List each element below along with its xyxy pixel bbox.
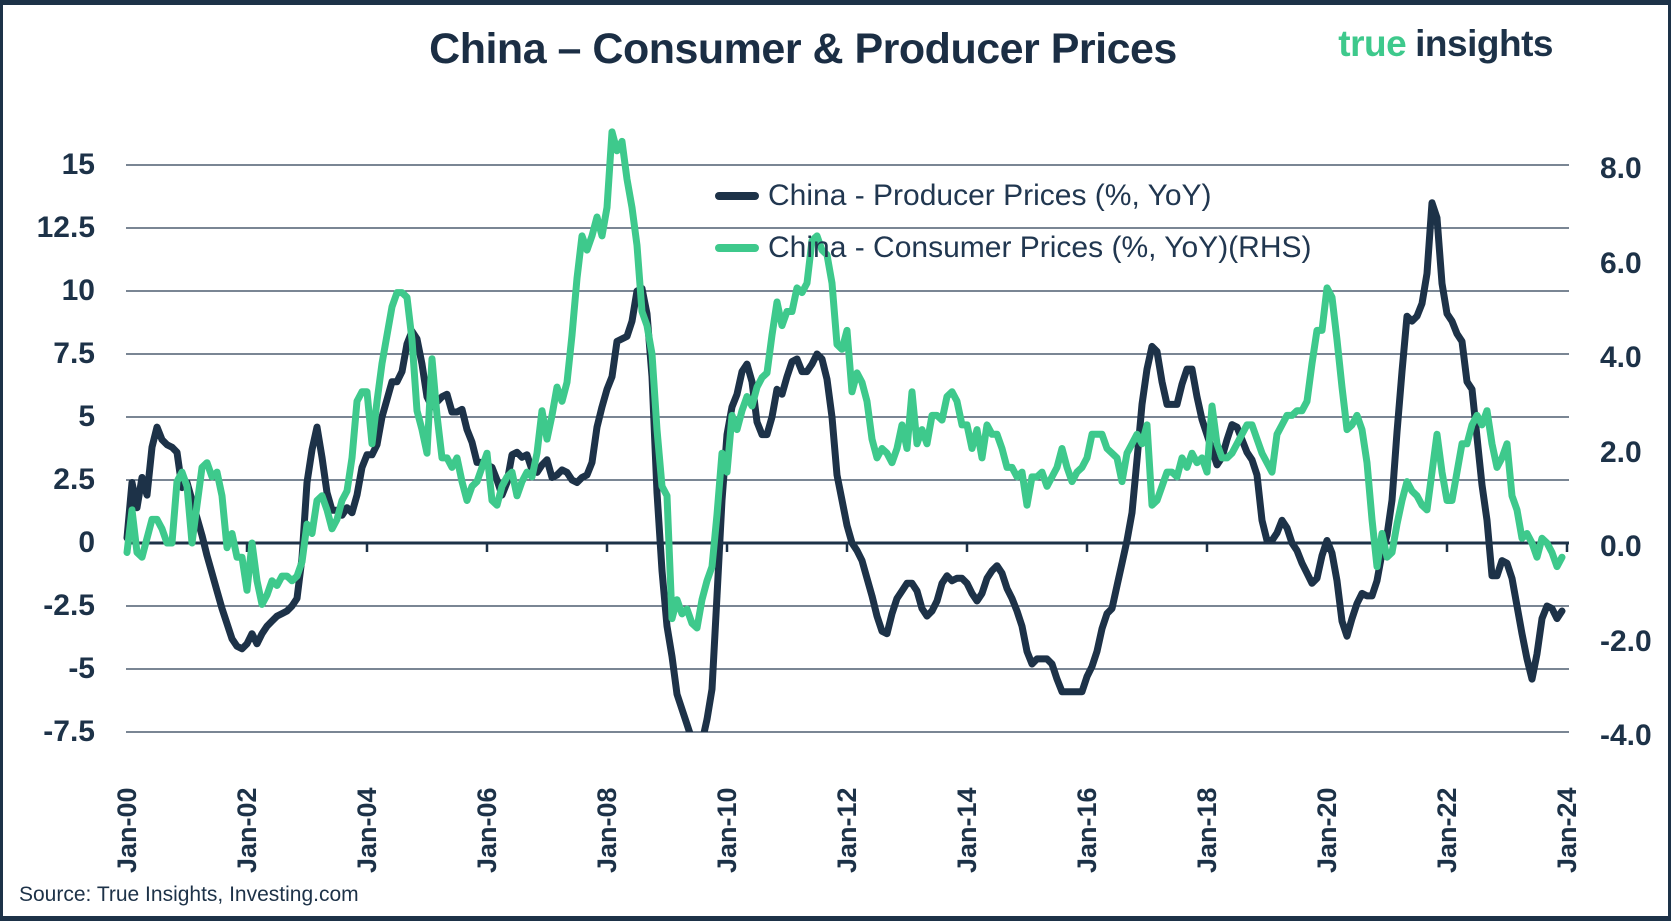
left-axis-label: 5	[78, 400, 95, 433]
x-axis-label: Jan-22	[1432, 787, 1462, 873]
left-axis-label: -2.5	[43, 589, 95, 622]
brand-logo-word-true: true	[1338, 23, 1407, 64]
x-axis-label: Jan-12	[832, 787, 862, 873]
left-axis-label: 10	[61, 274, 95, 307]
x-axis-label: Jan-14	[952, 787, 982, 873]
x-axis-label: Jan-16	[1072, 787, 1102, 873]
x-axis-label: Jan-20	[1312, 787, 1342, 873]
left-axis-label: 0	[78, 526, 95, 559]
right-axis-label: 8.0	[1600, 152, 1642, 185]
x-axis-label: Jan-06	[472, 787, 502, 873]
consumer-prices-line	[123, 128, 1566, 632]
left-axis-label: -5	[68, 652, 95, 685]
x-axis-label: Jan-24	[1552, 787, 1582, 873]
left-axis-label: 15	[61, 148, 95, 181]
right-axis-label: 6.0	[1600, 246, 1642, 280]
right-axis-label: -4.0	[1600, 719, 1652, 752]
x-axis-label: Jan-10	[712, 787, 742, 873]
left-axis-label: -7.5	[43, 715, 95, 748]
right-axis-label: 4.0	[1600, 341, 1642, 374]
producer-prices-line	[123, 199, 1566, 732]
x-axis-label: Jan-02	[232, 787, 262, 873]
right-axis-label: 2.0	[1600, 435, 1642, 469]
chart-title: China – Consumer & Producer Prices	[429, 25, 1177, 73]
plot-area	[123, 128, 1569, 733]
left-axis-label: 12.5	[36, 211, 95, 244]
x-axis-label: Jan-18	[1192, 787, 1222, 873]
brand-logo: true insights	[1338, 23, 1553, 65]
x-axis-label: Jan-04	[352, 787, 382, 873]
x-axis-label: Jan-08	[592, 787, 622, 873]
brand-logo-word-insights: insights	[1415, 23, 1553, 64]
right-axis-label: -2.0	[1600, 624, 1652, 658]
left-axis-label: 2.5	[53, 463, 95, 496]
x-axis-label: Jan-00	[112, 787, 142, 873]
source-note: Source: True Insights, Investing.com	[19, 883, 359, 906]
left-axis-label: 7.5	[53, 337, 95, 370]
right-axis-label: 0.0	[1600, 530, 1642, 563]
